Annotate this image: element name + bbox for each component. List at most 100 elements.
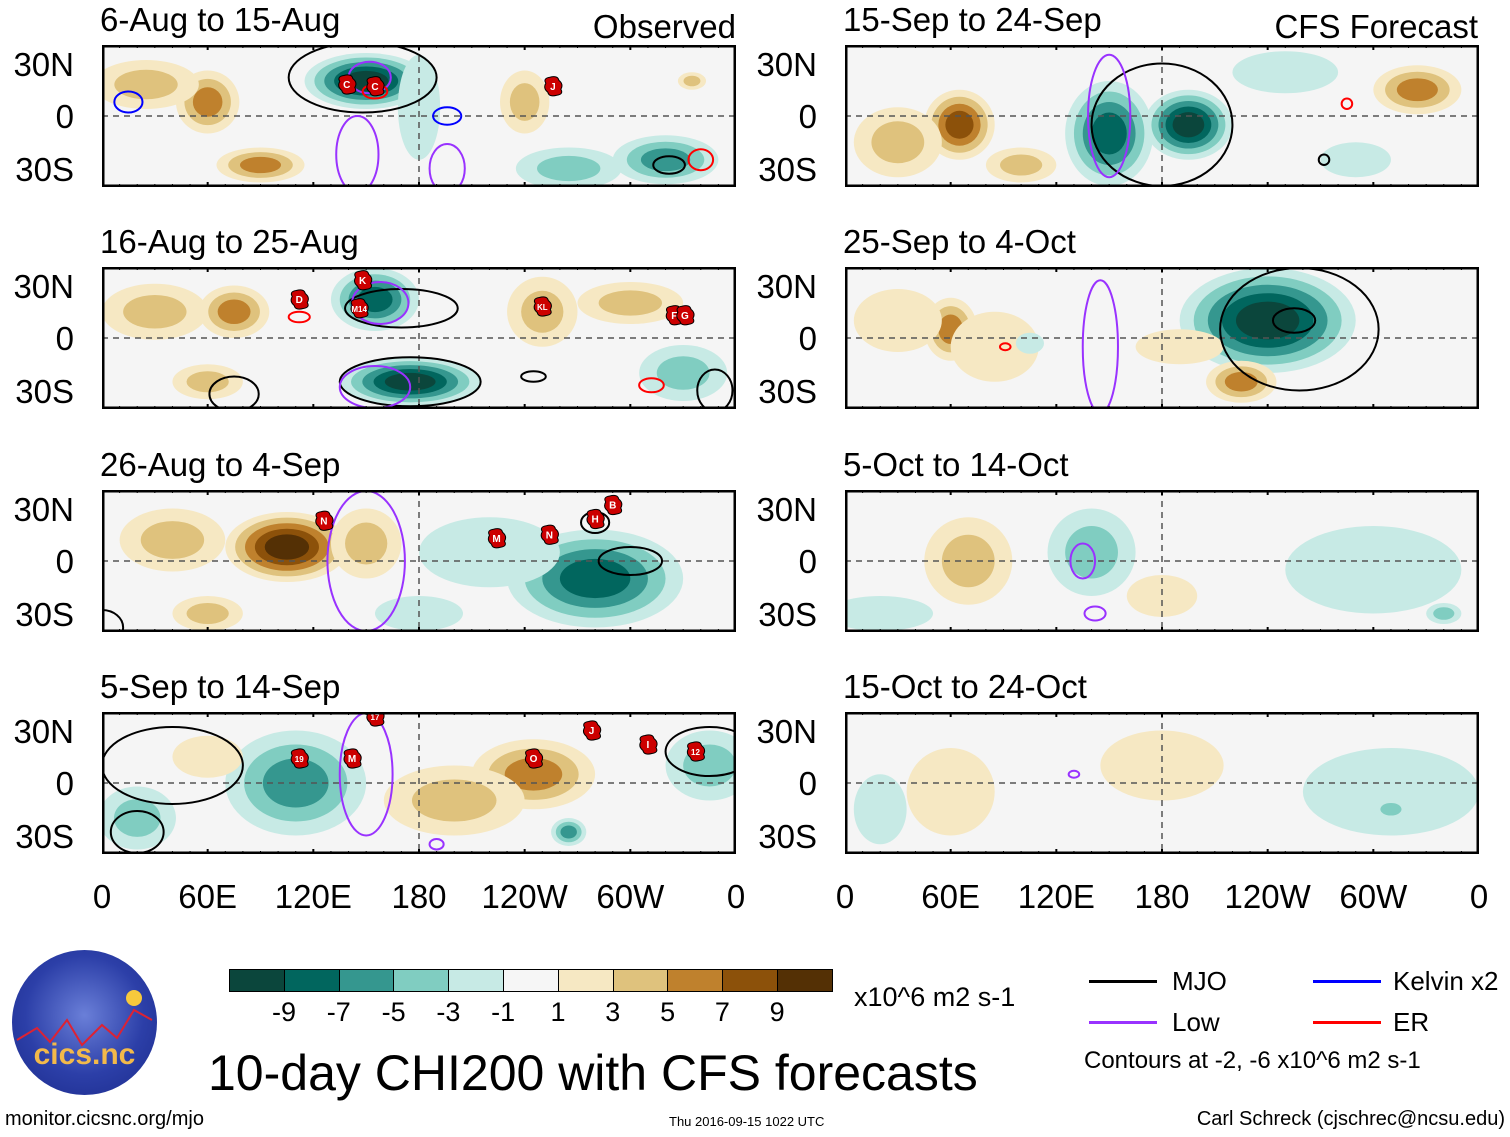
storm-marker: O xyxy=(524,748,544,769)
panel-title: 6-Aug to 15-Aug xyxy=(100,1,341,38)
anomaly-shading xyxy=(262,758,329,808)
colorbar-tick-label: -3 xyxy=(436,997,461,1027)
storm-marker: J xyxy=(544,76,563,97)
lon-label: 0 xyxy=(835,878,855,915)
source-link[interactable]: monitor.cicsnc.org/mjo xyxy=(5,1108,204,1130)
observed-label: Observed xyxy=(592,8,736,45)
mjo-contour xyxy=(652,155,686,175)
anomaly-shading xyxy=(560,825,577,839)
lat-label: 30S xyxy=(15,596,74,633)
author-credit: Carl Schreck (cjschrec@ncsu.edu) xyxy=(1196,1108,1505,1130)
anomaly-shading xyxy=(683,75,701,87)
map-panel xyxy=(845,712,1479,854)
anomaly-map xyxy=(845,490,1479,632)
storm-label: K xyxy=(359,276,367,287)
figure-title: 10-day CHI200 with CFS forecasts xyxy=(208,1045,978,1101)
anomaly-shading xyxy=(845,596,934,631)
storm-marker: H xyxy=(586,508,605,530)
storm-marker: KL xyxy=(533,296,552,317)
colorbar-tick-label: 9 xyxy=(769,997,785,1027)
anomaly-shading xyxy=(192,87,223,117)
kelvin-contour xyxy=(113,90,144,114)
lon-label: 180 xyxy=(391,878,447,915)
colorbar-swatch xyxy=(229,969,285,992)
contour-note: Contours at -2, -6 x10^6 m2 s-1 xyxy=(1084,1047,1421,1074)
anomaly-shading xyxy=(113,799,161,837)
anomaly-shading xyxy=(1380,802,1402,816)
storm-label: 17 xyxy=(371,713,380,722)
lat-label: 30N xyxy=(756,491,817,528)
anomaly-shading xyxy=(1015,332,1045,354)
colorbar-swatch xyxy=(448,969,505,992)
anomaly-shading xyxy=(217,299,251,324)
anomaly-shading xyxy=(950,311,1039,382)
anomaly-shading xyxy=(656,356,710,390)
anomaly-shading xyxy=(1065,526,1118,579)
legend-er-line xyxy=(1313,1021,1381,1024)
anomaly-shading xyxy=(1126,575,1198,617)
map-panel xyxy=(845,267,1479,409)
lon-label: 60W xyxy=(1339,878,1408,915)
mjo-contour xyxy=(664,726,736,777)
map-frame xyxy=(102,267,736,409)
storm-marker: 12 xyxy=(686,741,706,762)
lat-label: 30S xyxy=(758,151,817,188)
storm-label: I xyxy=(647,740,650,751)
anomaly-shading xyxy=(559,558,631,599)
colorbar-swatch xyxy=(503,969,559,992)
lon-label: 120E xyxy=(274,878,352,915)
storm-label: KL xyxy=(537,303,548,312)
storm-marker: D xyxy=(290,289,309,310)
colorbar-swatch xyxy=(722,969,779,992)
anomaly-map xyxy=(845,267,1479,409)
lat-label: 30N xyxy=(13,491,74,528)
colorbar-swatch xyxy=(283,969,340,992)
logo-text: cics.nc xyxy=(33,1038,136,1071)
mjo-contour xyxy=(287,45,438,114)
anomaly-shading xyxy=(1302,748,1479,836)
map-frame xyxy=(845,267,1479,409)
panel-title: 15-Oct to 24-Oct xyxy=(843,668,1087,705)
colorbar-swatch xyxy=(667,969,724,992)
anomaly-map xyxy=(845,45,1479,187)
lat-label: 0 xyxy=(55,765,74,802)
lat-label: 0 xyxy=(55,98,74,135)
lat-label: 30S xyxy=(15,373,74,410)
anomaly-map: D K M14 KL F G xyxy=(102,267,736,409)
storm-label: C xyxy=(343,80,350,91)
colorbar-units: x10^6 m2 s-1 xyxy=(854,982,1016,1012)
anomaly-shading xyxy=(1091,112,1127,155)
legend-mjo-label: MJO xyxy=(1172,966,1227,996)
map-frame xyxy=(102,712,736,854)
storm-label: C xyxy=(371,82,378,93)
map-frame xyxy=(845,490,1479,632)
mjo-contour xyxy=(520,370,547,383)
anomaly-shading xyxy=(411,779,497,822)
anomaly-shading xyxy=(871,121,925,164)
mjo-contour xyxy=(597,546,664,576)
storm-marker: 19 xyxy=(290,748,309,769)
anomaly-shading xyxy=(186,603,229,624)
storm-label: H xyxy=(591,515,598,526)
lat-label: 30N xyxy=(756,46,817,83)
anomaly-shading xyxy=(1172,112,1205,138)
lat-label: 30S xyxy=(15,151,74,188)
lat-label: 0 xyxy=(55,320,74,357)
storm-label: M14 xyxy=(351,305,367,314)
map-panel xyxy=(845,490,1479,632)
anomaly-map: 17 19 M O J I 12 xyxy=(102,712,736,854)
storm-marker: I xyxy=(639,734,658,755)
cics-logo: cics.nc xyxy=(12,950,157,1095)
legend-mjo-line xyxy=(1089,980,1157,983)
lat-label: 30N xyxy=(756,268,817,305)
panel-title: 5-Oct to 14-Oct xyxy=(843,446,1069,483)
anomaly-shading xyxy=(172,735,243,778)
lat-label: 0 xyxy=(55,543,74,580)
anomaly-shading xyxy=(345,522,388,565)
anomaly-shading xyxy=(509,83,540,121)
lat-label: 30S xyxy=(15,818,74,855)
anomaly-shading xyxy=(1433,607,1455,620)
lat-label: 30S xyxy=(758,818,817,855)
lat-label: 0 xyxy=(798,320,817,357)
